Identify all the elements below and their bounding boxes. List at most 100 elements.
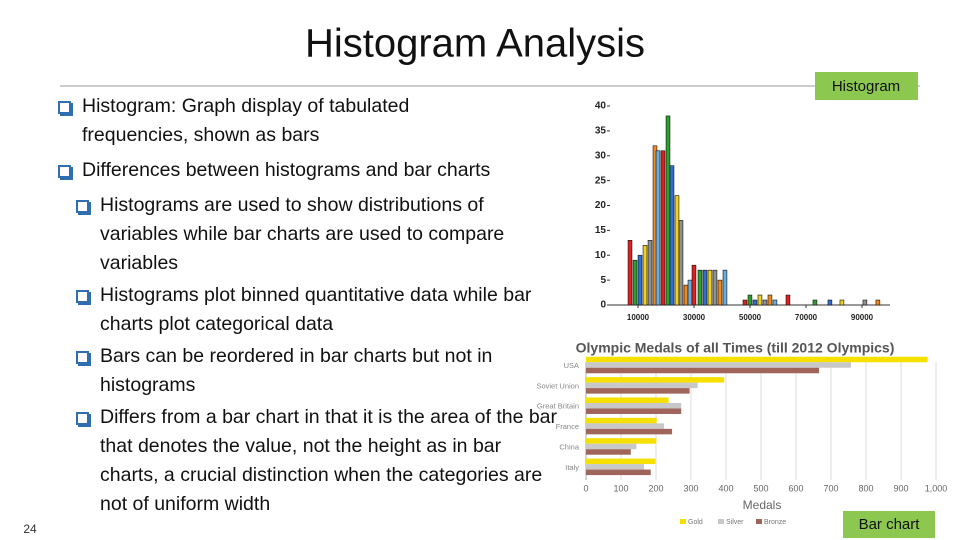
x-tick-label: 600 bbox=[788, 483, 803, 493]
bar bbox=[678, 220, 684, 306]
x-tick-label: 10000 bbox=[627, 313, 650, 322]
bar bbox=[637, 254, 643, 306]
bar bbox=[647, 240, 653, 306]
bar bbox=[586, 356, 928, 363]
bullet-text: Histogram: Graph display of tabulated fr… bbox=[82, 95, 410, 146]
x-tick-label: 800 bbox=[858, 483, 873, 493]
x-tick-label: 700 bbox=[823, 483, 838, 493]
x-tick-label: 900 bbox=[893, 483, 908, 493]
bar bbox=[669, 165, 675, 306]
y-tick-label: 35 bbox=[595, 126, 607, 137]
bar bbox=[586, 408, 682, 414]
y-tick-label: 15 bbox=[595, 225, 607, 236]
y-tick-label: Italy bbox=[565, 463, 579, 472]
bar bbox=[586, 464, 645, 470]
bar bbox=[772, 299, 778, 306]
bar bbox=[586, 423, 665, 429]
sub-bullet: Bars can be reordered in bar charts but … bbox=[76, 342, 565, 400]
y-tick-label: France bbox=[556, 422, 579, 431]
bar bbox=[586, 382, 698, 389]
y-tick-label: 0 bbox=[600, 300, 606, 311]
x-tick-label: 1,000 bbox=[925, 483, 948, 493]
x-axis-label: Medals bbox=[743, 498, 782, 512]
bullet-text: Differs from a bar chart in that it is t… bbox=[100, 406, 558, 515]
bullet-icon bbox=[76, 200, 89, 213]
bar bbox=[586, 362, 851, 368]
slide-title: Histogram Analysis bbox=[305, 22, 645, 66]
bar bbox=[785, 294, 791, 306]
legend-swatch bbox=[756, 519, 762, 524]
bar bbox=[707, 269, 713, 306]
x-tick-label: 500 bbox=[753, 483, 768, 493]
bar bbox=[702, 269, 708, 306]
bullet-icon bbox=[76, 351, 89, 364]
bar bbox=[747, 294, 753, 306]
bar bbox=[655, 150, 661, 306]
bar bbox=[586, 388, 690, 394]
bar bbox=[827, 299, 833, 306]
bar bbox=[665, 115, 671, 306]
bar bbox=[722, 269, 728, 306]
bar bbox=[586, 377, 725, 383]
bullet-text: Differences between histograms and bar c… bbox=[82, 159, 491, 181]
bar bbox=[752, 299, 758, 306]
bullet-icon bbox=[58, 165, 71, 178]
y-tick-label: 10 bbox=[595, 250, 607, 261]
bar bbox=[742, 299, 748, 306]
bar-chart-tag: Bar chart bbox=[859, 516, 921, 533]
bullet-icon bbox=[76, 412, 89, 425]
bar bbox=[812, 299, 818, 306]
bar-chart-tag-box bbox=[843, 511, 935, 538]
bar bbox=[586, 449, 631, 455]
legend-label: Silver bbox=[726, 519, 744, 526]
y-tick-label: 25 bbox=[595, 175, 607, 186]
x-tick-label: 70000 bbox=[795, 313, 818, 322]
legend-label: Gold bbox=[688, 519, 703, 526]
sub-bullet: Histograms plot binned quantitative data… bbox=[76, 281, 565, 339]
bar bbox=[586, 469, 651, 476]
bar bbox=[586, 402, 682, 409]
bullet-list: Histogram: Graph display of tabulated fr… bbox=[58, 92, 565, 522]
bar bbox=[767, 294, 773, 306]
bar bbox=[586, 397, 669, 403]
bullet-text: Histograms plot binned quantitative data… bbox=[100, 284, 532, 335]
bar bbox=[757, 294, 763, 306]
histogram-tag: Histogram bbox=[832, 78, 900, 95]
y-tick-label: 30 bbox=[595, 150, 607, 161]
bar bbox=[762, 299, 768, 306]
bar bbox=[862, 299, 868, 306]
x-tick-label: 50000 bbox=[739, 313, 762, 322]
bar bbox=[586, 417, 657, 424]
bar bbox=[586, 438, 657, 444]
bar bbox=[586, 428, 673, 435]
page-number: 24 bbox=[23, 522, 37, 536]
y-tick-label: USA bbox=[564, 361, 579, 370]
bullet: Differences between histograms and bar c… bbox=[58, 156, 502, 185]
x-tick-label: 100 bbox=[613, 483, 628, 493]
x-tick-label: 400 bbox=[718, 483, 733, 493]
y-tick-label: China bbox=[559, 442, 579, 451]
bar bbox=[627, 240, 633, 306]
x-tick-label: 300 bbox=[683, 483, 698, 493]
y-tick-label: Soviet Union bbox=[536, 381, 579, 390]
bullet-icon bbox=[76, 290, 89, 303]
y-tick-label: 40 bbox=[595, 101, 607, 112]
x-tick-label: 90000 bbox=[851, 313, 874, 322]
bullet-text: Histograms are used to show distribution… bbox=[100, 194, 505, 274]
x-tick-label: 0 bbox=[583, 483, 588, 493]
y-tick-label: 5 bbox=[600, 275, 606, 286]
x-tick-label: 200 bbox=[648, 483, 663, 493]
bar bbox=[660, 150, 666, 306]
bar bbox=[691, 264, 697, 306]
bar bbox=[586, 458, 656, 465]
bullet-text: Bars can be reordered in bar charts but … bbox=[100, 345, 493, 396]
bar bbox=[875, 299, 881, 306]
legend-swatch bbox=[718, 519, 724, 524]
legend-label: Bronze bbox=[764, 519, 786, 526]
bar bbox=[674, 195, 680, 306]
bar bbox=[697, 269, 703, 306]
bar bbox=[717, 279, 723, 306]
chart-title: Olympic Medals of all Times (till 2012 O… bbox=[576, 340, 895, 356]
